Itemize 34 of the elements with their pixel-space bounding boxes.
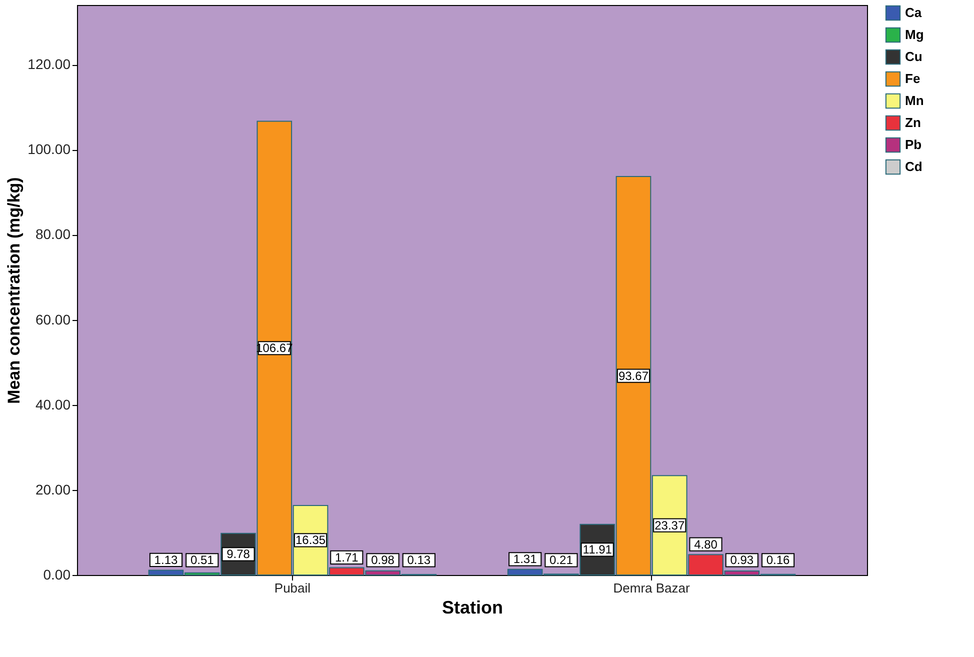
data-label: 11.91 bbox=[582, 542, 612, 557]
y-tick-label: 20.00 bbox=[35, 481, 71, 498]
data-label: 0.51 bbox=[190, 553, 214, 568]
legend-label: Fe bbox=[905, 71, 920, 86]
x-tick-label: Demra Bazar bbox=[613, 580, 691, 596]
legend-label: Pb bbox=[905, 137, 922, 152]
data-label: 23.37 bbox=[654, 518, 685, 532]
y-axis-title: Mean concentration (mg/kg) bbox=[4, 177, 24, 404]
y-tick-label: 60.00 bbox=[35, 311, 71, 328]
x-tick-label: Pubail bbox=[274, 580, 311, 596]
x-axis-title: Station bbox=[442, 598, 503, 618]
data-label: 4.80 bbox=[694, 537, 718, 552]
data-label: 0.21 bbox=[550, 553, 574, 568]
legend-label: Cu bbox=[905, 49, 922, 64]
y-tick-label: 100.00 bbox=[28, 141, 71, 158]
data-label: 0.93 bbox=[730, 553, 754, 568]
legend-label: Mg bbox=[905, 27, 924, 42]
data-label: 9.78 bbox=[226, 547, 250, 562]
data-label: 1.31 bbox=[513, 552, 538, 566]
legend-label: Zn bbox=[905, 115, 921, 130]
data-label: 0.98 bbox=[371, 553, 395, 568]
y-tick-label: 120.00 bbox=[28, 56, 71, 72]
data-label: 93.67 bbox=[618, 368, 649, 383]
y-tick-label: 80.00 bbox=[35, 226, 71, 242]
legend-label: Mn bbox=[905, 93, 924, 108]
y-tick-label: 40.00 bbox=[35, 396, 71, 412]
y-tick-label: 0.00 bbox=[43, 566, 71, 582]
legend-label: Ca bbox=[905, 5, 922, 20]
data-label: 0.16 bbox=[766, 553, 790, 568]
legend-label: Cd bbox=[905, 159, 922, 174]
data-label: 16.35 bbox=[296, 533, 326, 548]
data-label: 1.13 bbox=[154, 552, 178, 567]
data-label: 1.71 bbox=[334, 550, 359, 564]
data-label: 0.13 bbox=[407, 553, 431, 568]
